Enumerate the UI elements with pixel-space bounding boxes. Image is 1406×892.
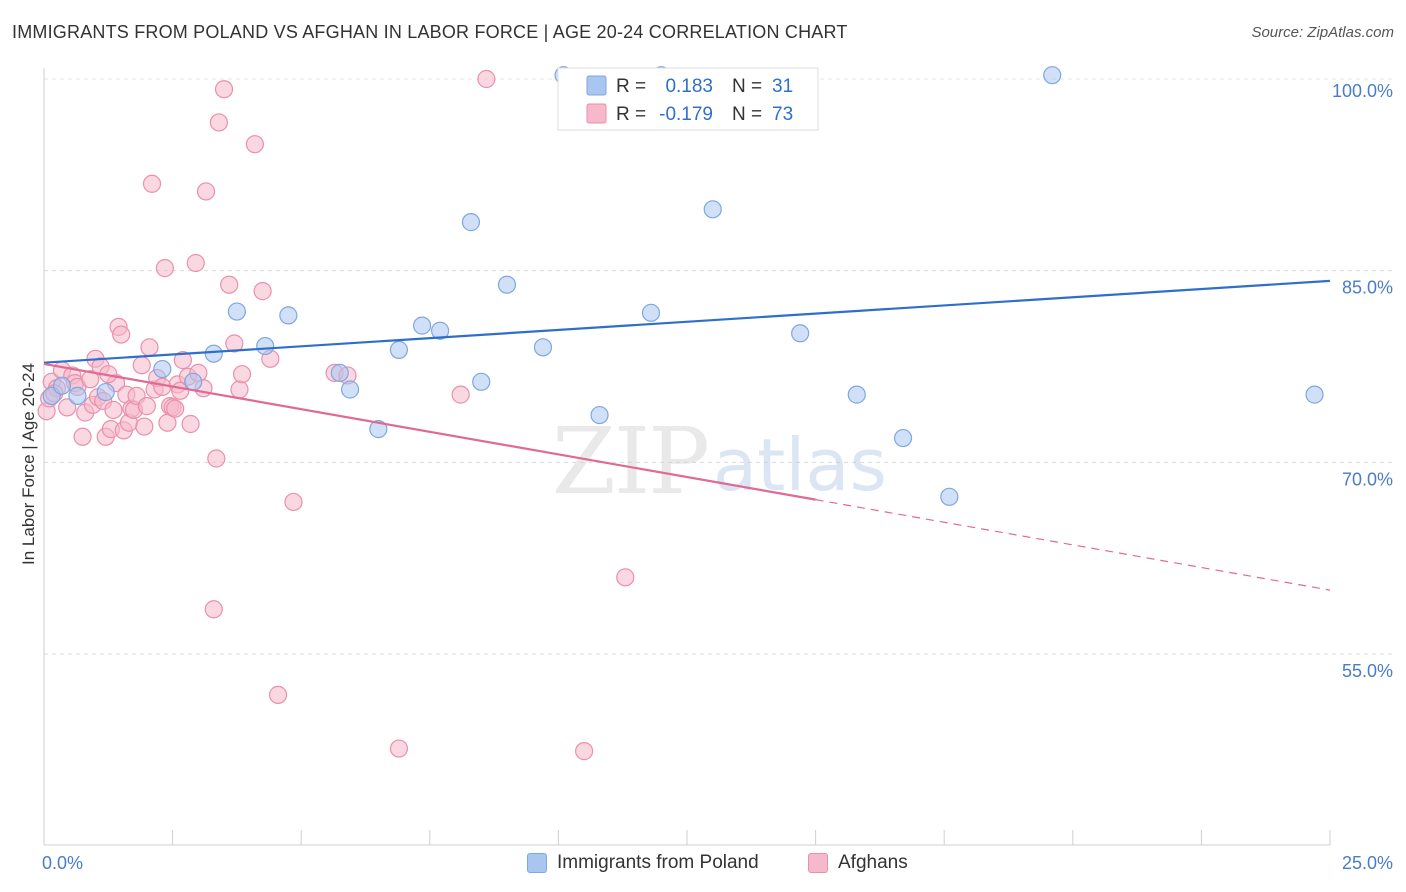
trend-line-afghans — [43, 362, 816, 501]
legend-item-poland[interactable]: Immigrants from Poland — [527, 852, 759, 874]
watermark: ZIP atlas — [552, 408, 887, 515]
poland-point — [256, 336, 275, 356]
legend-n-value-afghans: 73 — [772, 104, 793, 125]
poland-point — [472, 372, 491, 391]
afghan-point — [173, 351, 192, 370]
poland-point — [533, 338, 553, 357]
legend-r-value-afghans: -0.179 — [659, 104, 713, 125]
poland-point — [590, 405, 609, 425]
afghan-point — [81, 370, 100, 389]
y-axis-title: In Labor Force | Age 20-24 — [19, 363, 38, 565]
afghan-point — [477, 69, 496, 89]
correlation-legend: R = 0.183 N = 31 R = -0.179 N = 73 — [557, 67, 819, 131]
poland-point — [703, 200, 722, 219]
y-tick-label: 70.0% — [1342, 469, 1393, 489]
poland-point — [641, 303, 661, 322]
afghan-point — [230, 380, 249, 399]
legend-n-label-afghans: N = — [732, 104, 762, 125]
poland-point — [184, 372, 203, 391]
afghan-point — [253, 282, 272, 301]
poland-point — [389, 340, 409, 359]
poland-point — [52, 376, 72, 395]
afghan-point — [196, 182, 216, 201]
legend-swatch-afghans — [586, 103, 607, 124]
afghan-point — [153, 377, 172, 397]
trend-lines — [43, 279, 1331, 591]
afghan-point — [135, 417, 154, 436]
poland-point — [791, 324, 810, 343]
afghan-point — [155, 259, 174, 278]
legend-label-poland: Immigrants from Poland — [557, 852, 759, 873]
afghan-point — [268, 685, 288, 704]
afghan-point — [73, 427, 92, 446]
afghan-point — [214, 80, 234, 99]
legend-swatch-afghans-bottom — [808, 853, 828, 873]
poland-point — [369, 420, 388, 439]
poland-point — [204, 344, 223, 363]
poland-point — [461, 213, 481, 232]
afghan-point — [389, 739, 409, 758]
afghan-point — [166, 399, 185, 418]
poland-point — [279, 306, 298, 325]
trend-line-poland — [43, 279, 1331, 364]
poland-point — [1043, 66, 1062, 85]
y-tick-label: 85.0% — [1342, 278, 1393, 298]
afghan-point — [181, 414, 200, 434]
afghan-point — [245, 135, 265, 154]
legend-n-label-poland: N = — [732, 76, 762, 97]
afghan-point — [58, 398, 77, 417]
legend-r-label-afghans: R = — [616, 104, 646, 125]
afghan-point — [137, 397, 156, 416]
afghan-point — [232, 365, 252, 384]
afghan-point — [204, 600, 223, 619]
legend-swatch-poland — [586, 75, 607, 96]
afghan-point — [132, 356, 151, 375]
poland-point — [893, 428, 913, 448]
afghan-point — [284, 492, 303, 512]
trend-line-afghans-extrapolated — [815, 499, 1331, 591]
poland-point — [227, 302, 246, 321]
tick-labels: 55.0% 70.0% 85.0% 100.0% 0.0% 25.0% — [42, 81, 1393, 873]
afghan-point — [209, 113, 228, 132]
poland-point — [153, 359, 172, 379]
afghan-point — [186, 253, 205, 273]
afghan-point — [616, 568, 635, 587]
afghan-point — [207, 449, 226, 468]
poland-point — [1305, 385, 1324, 404]
afghan-point — [104, 400, 123, 420]
poland-point — [412, 316, 432, 335]
watermark-zip: ZIP — [552, 408, 708, 515]
x-tick-label: 25.0% — [1342, 853, 1393, 873]
legend-swatch-poland-bottom — [527, 853, 547, 873]
poland-point — [340, 380, 360, 399]
poland-point — [497, 275, 517, 294]
afghan-point — [451, 385, 470, 404]
afghan-point — [142, 174, 162, 193]
series-legend: Immigrants from Poland Afghans — [0, 852, 1406, 878]
legend-item-afghans[interactable]: Afghans — [808, 852, 908, 874]
poland-point — [96, 382, 115, 402]
afghan-point — [140, 338, 159, 357]
afghan-point — [112, 325, 131, 344]
legend-r-value-poland: 0.183 — [665, 76, 713, 97]
legend-label-afghans: Afghans — [838, 852, 908, 873]
poland-point — [940, 487, 959, 506]
afghan-point — [575, 742, 594, 761]
poland-point — [430, 321, 450, 340]
y-tick-label: 55.0% — [1342, 661, 1393, 681]
poland-point — [68, 386, 87, 405]
x-tick-label: 0.0% — [42, 853, 83, 873]
poland-point — [847, 385, 866, 404]
watermark-atlas: atlas — [713, 423, 887, 507]
source-credit: Source: ZipAtlas.com — [1251, 24, 1394, 41]
axes — [43, 68, 1331, 846]
legend-n-value-poland: 31 — [772, 76, 793, 97]
y-tick-label: 100.0% — [1332, 81, 1393, 101]
legend-r-label-poland: R = — [616, 76, 646, 97]
afghan-point — [220, 275, 239, 294]
poland-point — [330, 363, 349, 382]
chart-title: IMMIGRANTS FROM POLAND VS AFGHAN IN LABO… — [12, 22, 848, 42]
afghan-point — [225, 334, 244, 353]
